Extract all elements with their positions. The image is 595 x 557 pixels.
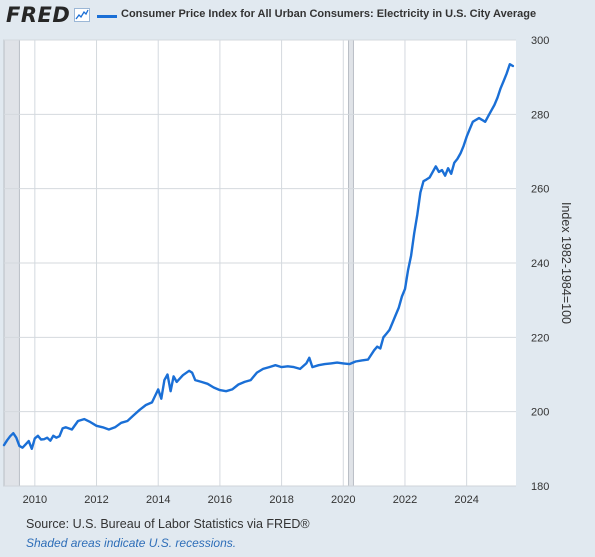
y-tick-label: 200 — [531, 407, 549, 419]
x-tick-label: 2010 — [23, 494, 47, 506]
plot-area: 180 200 220 240 260 280 300 2010 2012 2014 2016 201… — [2, 35, 573, 506]
x-tick-label: 2018 — [269, 494, 293, 506]
source-text[interactable]: U.S. Bureau of Labor Statistics via FRED… — [72, 517, 310, 531]
y-tick-label: 220 — [531, 332, 549, 344]
x-tick-label: 2014 — [146, 494, 170, 506]
x-tick-label: 2022 — [393, 494, 417, 506]
source-line: Source: U.S. Bureau of Labor Statistics … — [26, 517, 310, 531]
x-tick-label: 2024 — [454, 494, 478, 506]
legend-series-label[interactable]: Consumer Price Index for All Urban Consu… — [121, 8, 537, 20]
recession-note: Shaded areas indicate U.S. recessions. — [26, 536, 237, 550]
y-tick-label: 300 — [531, 35, 549, 47]
y-tick-label: 180 — [531, 481, 549, 493]
x-tick-label: 2016 — [208, 494, 232, 506]
series-line — [2, 62, 515, 450]
y-tick-label: 260 — [531, 184, 549, 196]
y-tick-label: 240 — [531, 258, 549, 270]
fred-logo-graph-icon — [74, 8, 90, 22]
chart-header: FRED Consumer Price Index for All Urban … — [0, 0, 595, 34]
legend-swatch — [97, 15, 117, 18]
y-axis-title: Index 1982-1984=100 — [559, 202, 573, 324]
y-tick-label: 280 — [531, 109, 549, 121]
fred-logo[interactable]: FRED — [6, 3, 71, 27]
x-tick-label: 2020 — [331, 494, 355, 506]
x-tick-label: 2012 — [84, 494, 108, 506]
